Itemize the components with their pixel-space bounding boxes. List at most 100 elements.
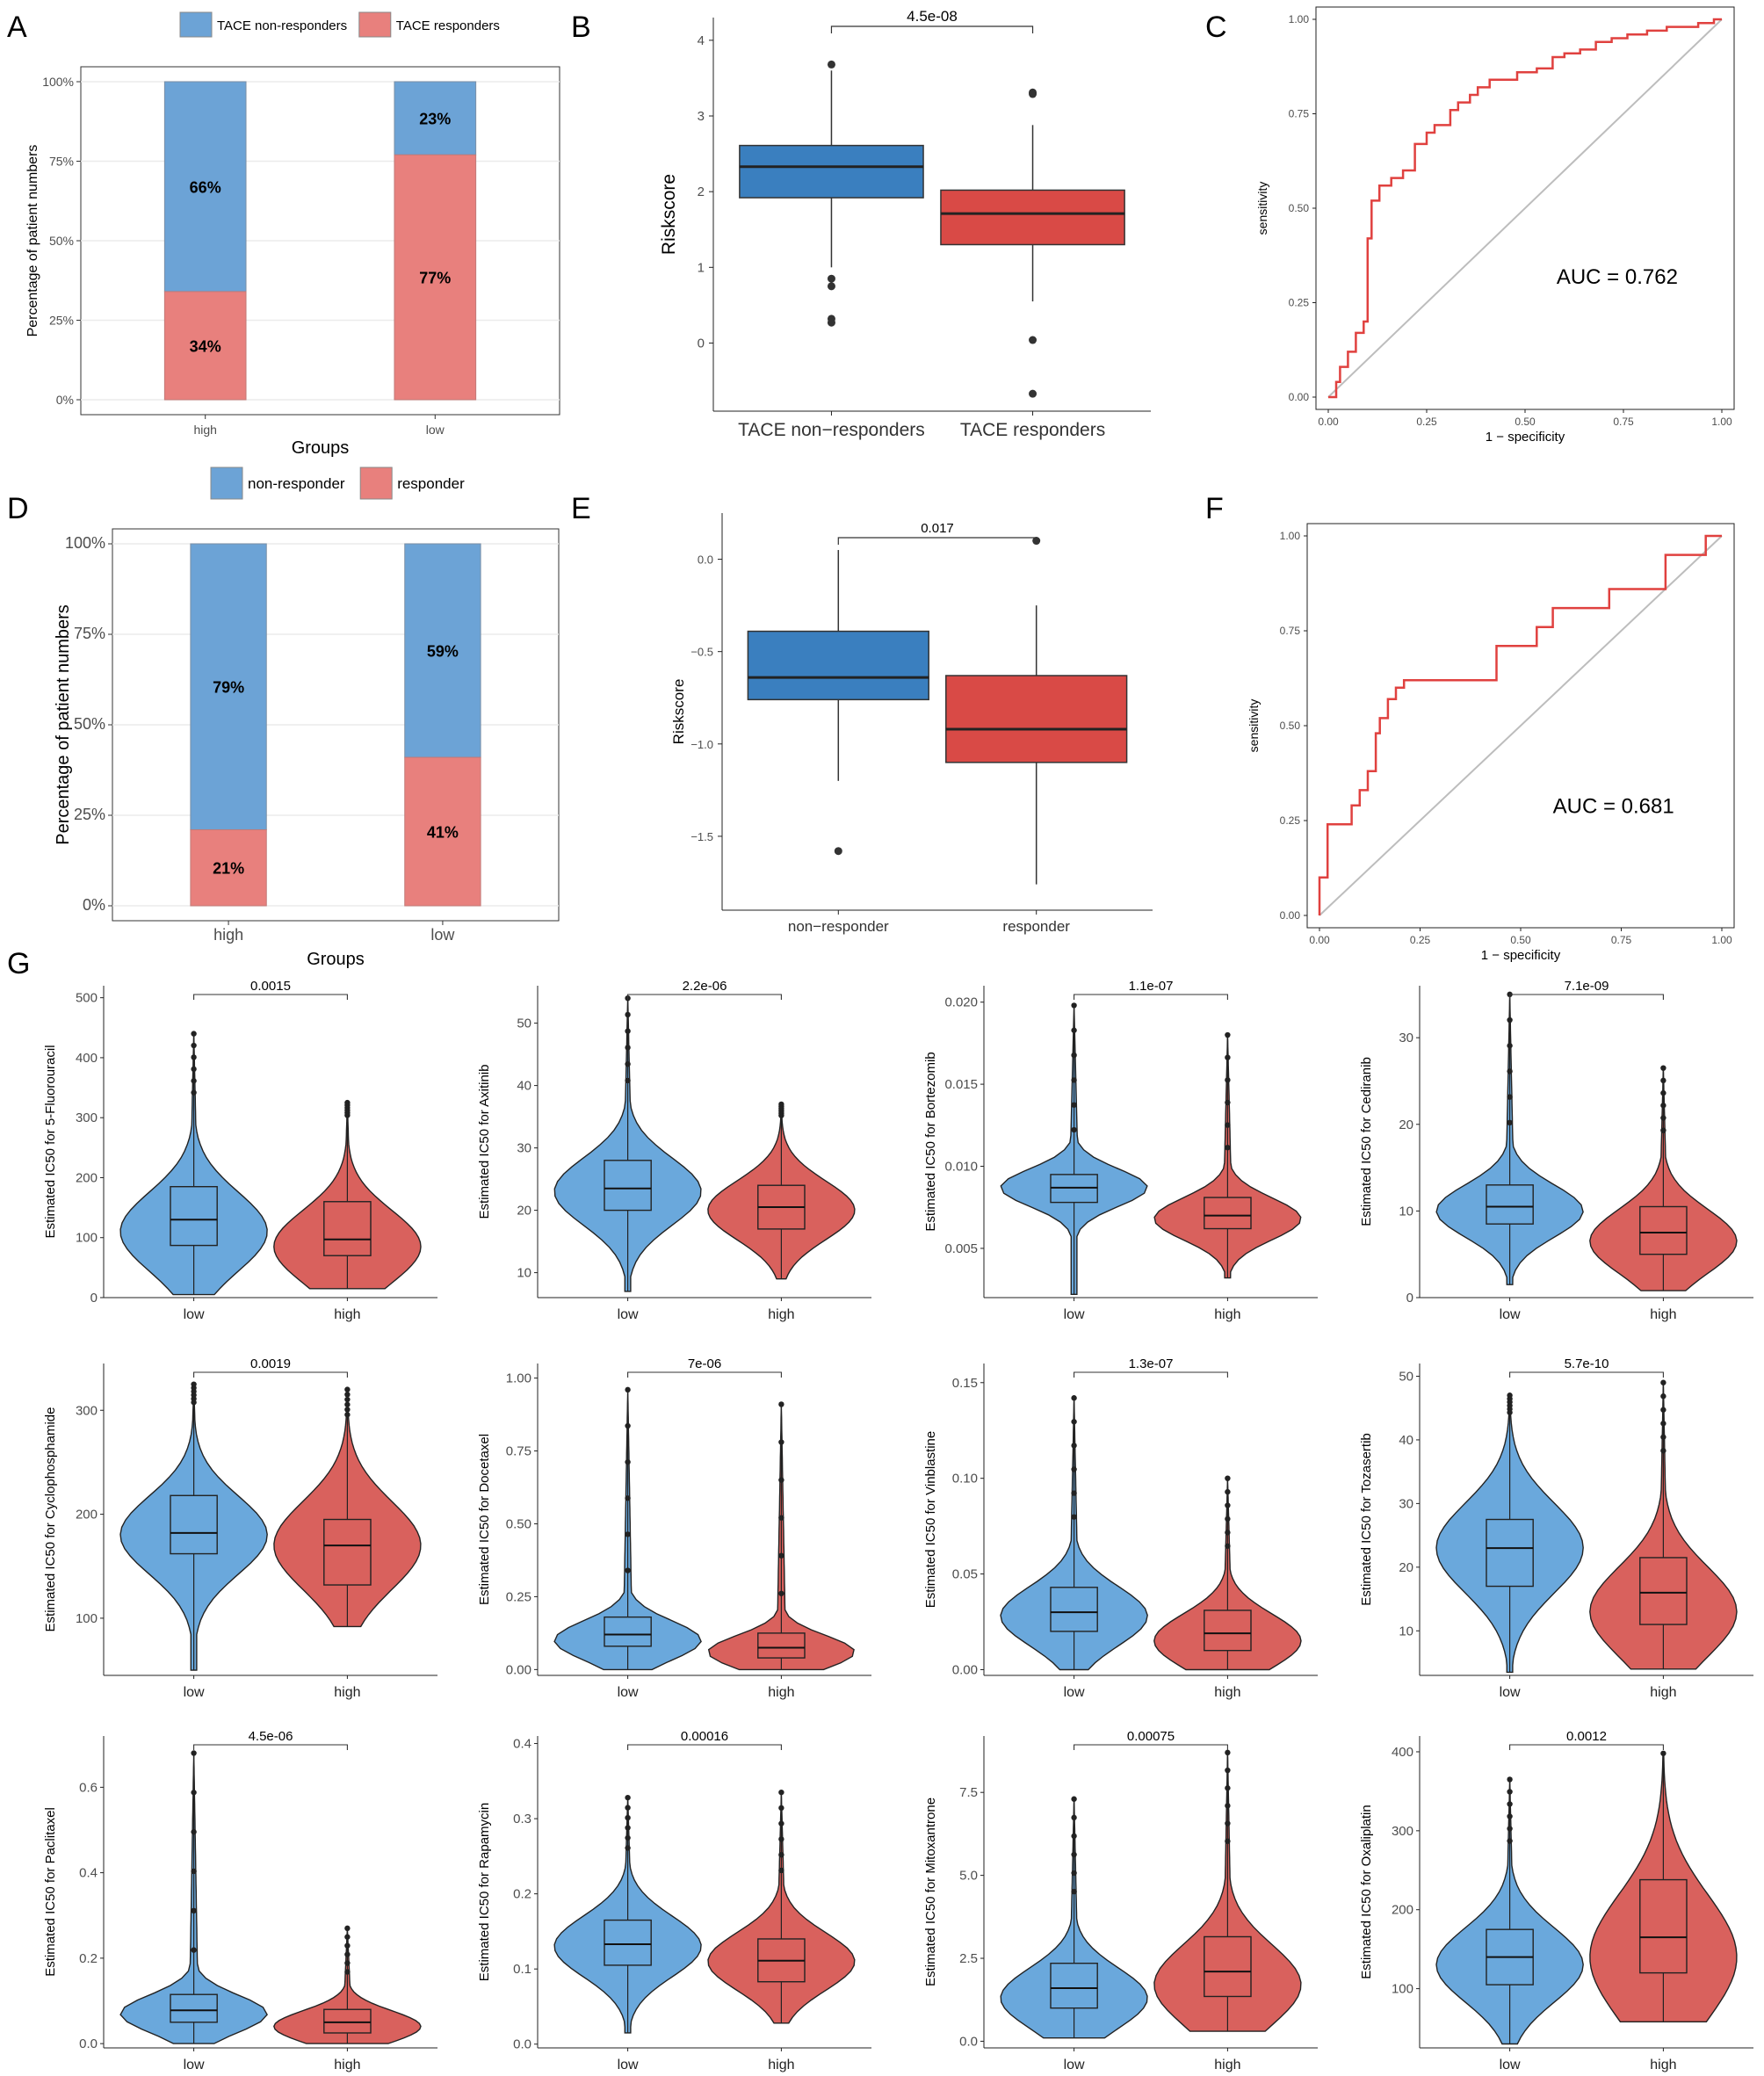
- outlier-point: [191, 1031, 197, 1037]
- x-tick-label: 0.00: [1309, 934, 1330, 946]
- y-tick-label: 0.75: [1289, 108, 1310, 120]
- y-axis-title: Estimated IC50 for Axitinib: [477, 1065, 492, 1219]
- bar-responder-low: [394, 154, 477, 401]
- x-tick-label: high: [1214, 1685, 1240, 1700]
- y-tick-label: 0.75: [1280, 625, 1301, 637]
- outlier-point: [1071, 1052, 1077, 1059]
- outlier-point: [191, 1868, 197, 1875]
- bar-label-nonresponder-low: 59%: [427, 643, 459, 661]
- y-tick-label: 0.00: [1289, 391, 1310, 403]
- inner-box: [1486, 1184, 1534, 1225]
- outlier-point: [1029, 336, 1037, 344]
- box-1: [945, 675, 1128, 763]
- y-axis-title: Estimated IC50 for Paclitaxel: [43, 1807, 58, 1977]
- inner-box: [170, 1494, 218, 1555]
- outlier-point: [1507, 1043, 1513, 1049]
- outlier-point: [778, 1552, 784, 1559]
- outlier-point: [1660, 1750, 1666, 1756]
- x-tick-label: 0.50: [1515, 416, 1536, 428]
- outlier-point: [1029, 90, 1037, 98]
- y-tick-label: 0.00: [506, 1662, 531, 1677]
- y-tick-label: 0.25: [506, 1589, 531, 1604]
- outlier-point: [625, 1045, 631, 1051]
- y-tick-label: 0.0: [513, 2037, 531, 2052]
- outlier-point: [1071, 1796, 1077, 1802]
- panel-label-f: F: [1205, 492, 1224, 525]
- outlier-point: [1071, 1490, 1077, 1496]
- significance-bracket: [1509, 1371, 1664, 1378]
- x-tick-label: 0.25: [1416, 416, 1437, 428]
- outlier-point: [1507, 1801, 1513, 1807]
- inner-box: [1486, 1518, 1534, 1588]
- y-tick-label: −0.5: [690, 646, 713, 659]
- significance-bracket: [1074, 1371, 1228, 1378]
- inner-box: [1204, 1935, 1252, 1998]
- y-tick-label: 0.010: [944, 1160, 978, 1175]
- outlier-point: [1225, 1488, 1231, 1495]
- outlier-point: [1225, 1515, 1231, 1523]
- panel-b-boxplot: 0 1 2 3 4 TACE non−responders TACE responders 4…: [659, 8, 1151, 440]
- outlier-point: [1660, 1393, 1666, 1400]
- inner-box: [604, 1160, 652, 1212]
- y-tick-label: 300: [76, 1110, 98, 1125]
- outlier-point: [778, 1590, 784, 1596]
- violin-plot-5-fluorouracil: 0 100 200 300 400 500 low high 0.0015 Estimated I…: [43, 979, 437, 1322]
- y-tick-label: 3: [698, 109, 705, 124]
- outlier-point: [1225, 1031, 1231, 1038]
- y-tick-label: 0.0: [698, 553, 713, 567]
- significance-bracket: [837, 537, 1037, 545]
- x-tick-label: high: [1650, 1307, 1676, 1322]
- y-tick-label: 75%: [49, 155, 74, 169]
- y-tick-label: 0.005: [944, 1241, 978, 1256]
- outlier-point: [344, 1960, 351, 1966]
- outlier-point: [827, 274, 835, 283]
- outlier-point: [1660, 1065, 1666, 1071]
- y-tick-label: 4: [698, 33, 705, 48]
- y-tick-label: 0.25: [1280, 814, 1301, 827]
- x-tick-label: 1.00: [1711, 934, 1732, 946]
- violin-plot-mitoxantrone: 0.0 2.5 5.0 7.5 low high 0.00075 Estimated IC50…: [923, 1729, 1318, 2072]
- y-tick-label: 0.50: [1289, 202, 1310, 214]
- x-tick-label: 0.25: [1410, 934, 1431, 946]
- outlier-point: [1660, 1127, 1666, 1133]
- y-tick-label: 0.50: [506, 1516, 531, 1531]
- inner-box: [757, 1632, 806, 1659]
- outlier-point: [1071, 1514, 1077, 1520]
- outlier-point: [827, 318, 835, 327]
- significance-bracket: [1074, 994, 1228, 1000]
- legend-label-1: responder: [397, 475, 465, 492]
- y-axis-title: Riskscore: [659, 174, 679, 255]
- bar-label-responder-high: 34%: [190, 337, 221, 355]
- outlier-point: [191, 1907, 197, 1913]
- y-tick-label: 100: [76, 1231, 98, 1246]
- p-value-label: 0.0019: [250, 1356, 291, 1371]
- y-tick-label: 0.3: [513, 1812, 531, 1826]
- outlier-point: [778, 1836, 784, 1842]
- outlier-point: [1225, 1145, 1231, 1151]
- y-tick-label: 0: [698, 336, 705, 351]
- y-axis-title: Riskscore: [670, 679, 687, 745]
- y-tick-label: 400: [76, 1051, 98, 1066]
- p-value-label: 7e-06: [688, 1356, 721, 1371]
- y-axis-title: sensitivity: [1247, 699, 1261, 753]
- y-axis-title: Estimated IC50 for 5-Fluorouracil: [43, 1045, 58, 1238]
- outlier-point: [1071, 1870, 1077, 1877]
- outlier-point: [344, 1407, 351, 1413]
- inner-box: [1050, 1587, 1098, 1632]
- y-tick-label: 200: [76, 1170, 98, 1185]
- y-tick-label: 0.00: [952, 1662, 978, 1677]
- x-tick-label: 0.50: [1510, 934, 1531, 946]
- y-tick-label: 75%: [74, 625, 105, 642]
- reference-diagonal: [1319, 535, 1723, 916]
- inner-box: [1204, 1609, 1252, 1652]
- x-tick-label: high: [334, 2058, 360, 2072]
- outlier-point: [344, 1401, 351, 1407]
- y-tick-label: 40: [517, 1079, 531, 1094]
- outlier-point: [344, 1969, 351, 1975]
- x-tick-label: low: [1064, 2058, 1085, 2072]
- panel-letters: A B C D E F G: [7, 11, 1227, 980]
- y-axis-title: Estimated IC50 for Tozasertib: [1359, 1433, 1374, 1605]
- outlier-point: [344, 1951, 351, 1957]
- outlier-point: [778, 1401, 784, 1407]
- y-tick-label: 500: [76, 991, 98, 1006]
